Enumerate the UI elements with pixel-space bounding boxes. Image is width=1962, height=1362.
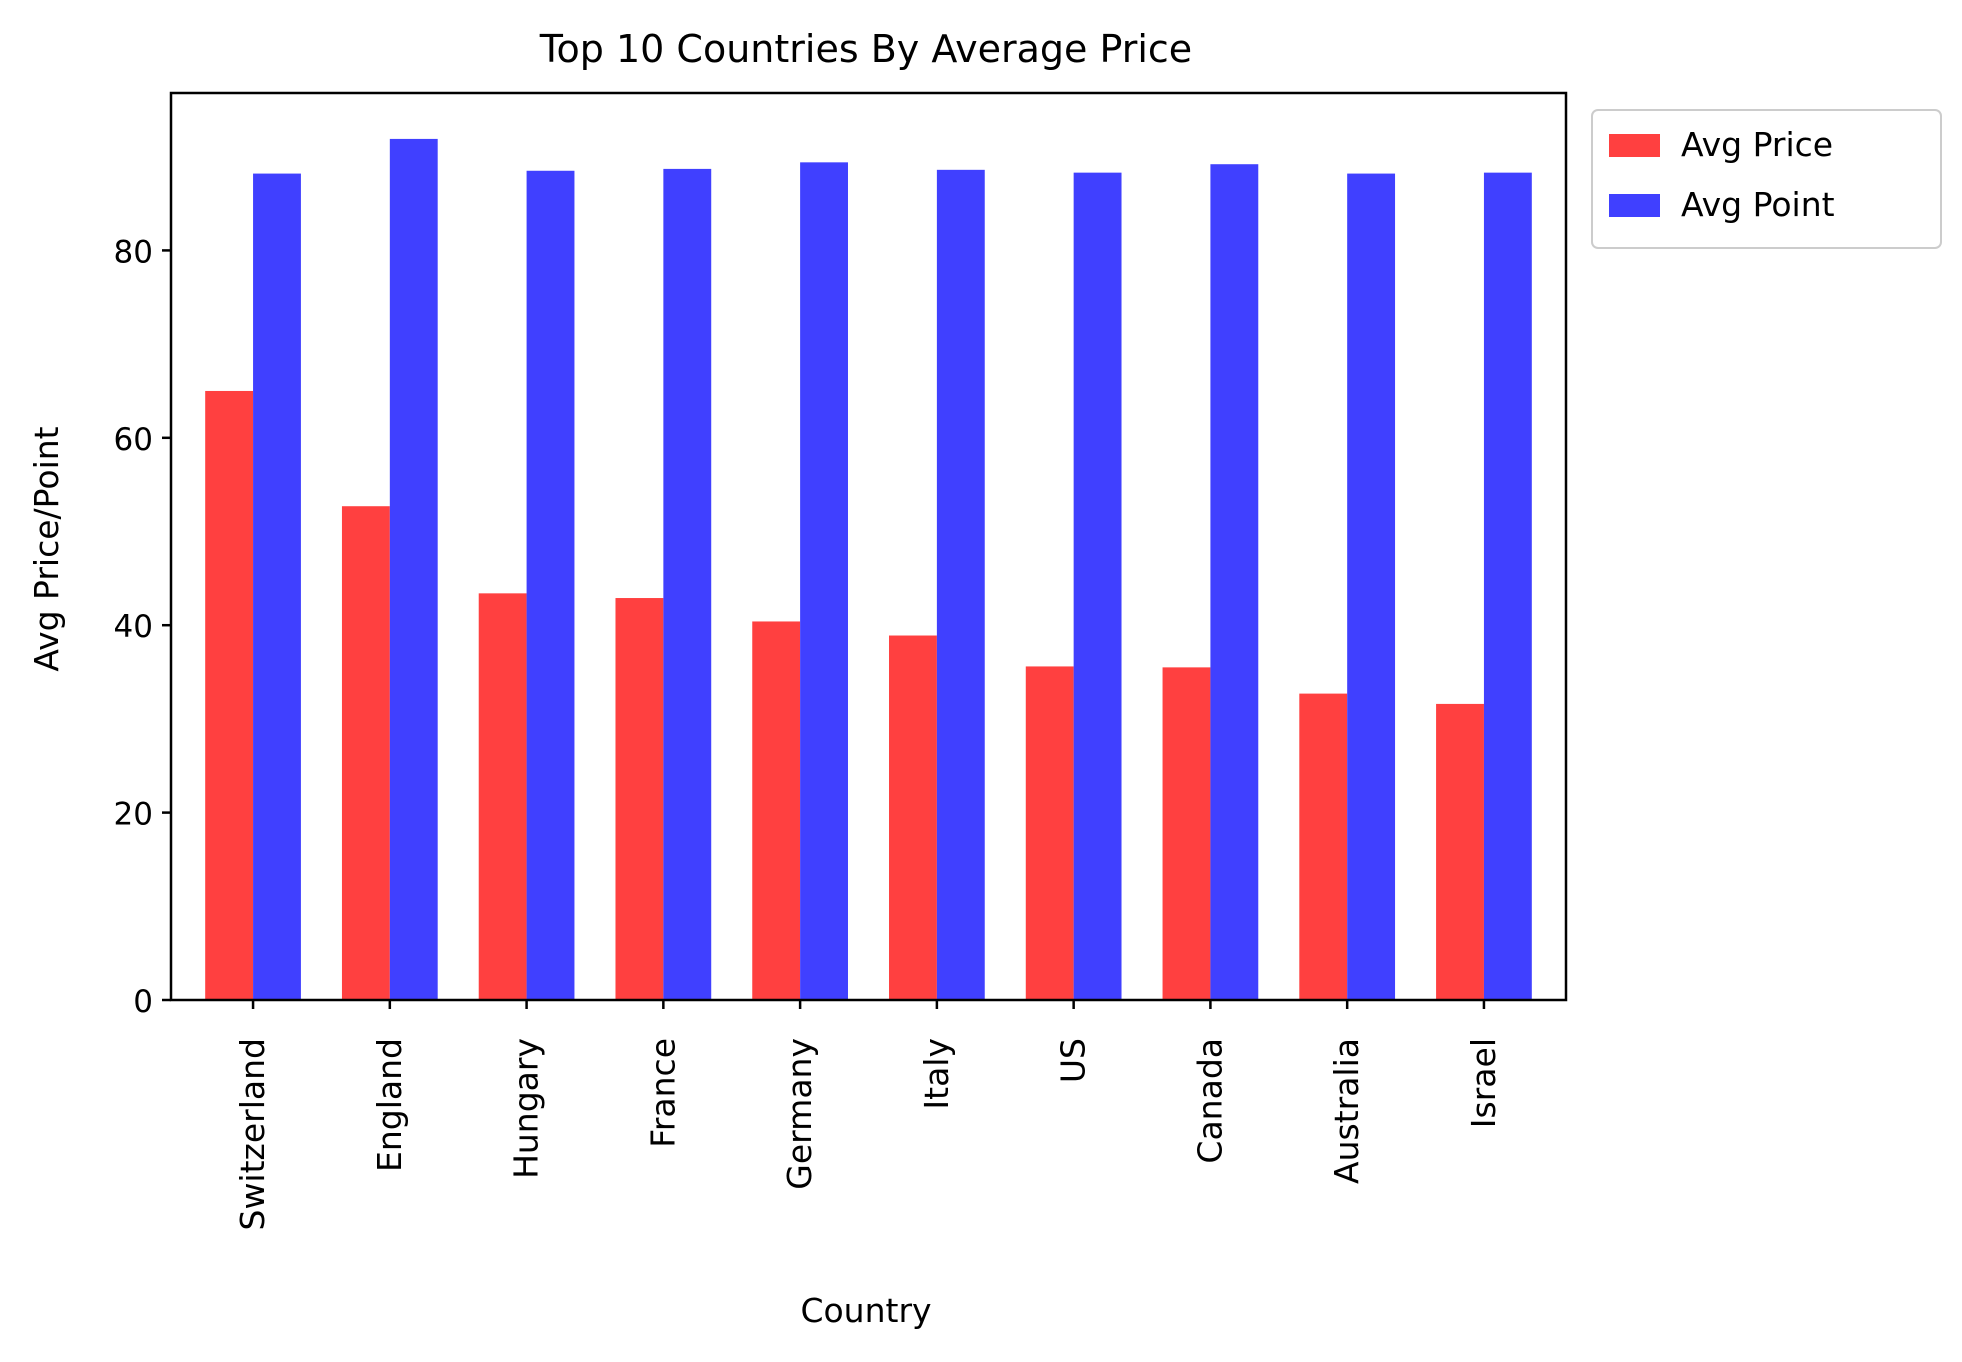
legend-label-avg-price: Avg Price <box>1681 125 1833 164</box>
x-tick-label: Italy <box>917 1038 956 1110</box>
x-tick-label: France <box>643 1038 682 1148</box>
y-tick-label: 80 <box>114 234 153 270</box>
y-tick-label: 20 <box>114 797 153 833</box>
bar-avg-point-australia <box>1347 173 1396 1001</box>
x-tick-label: US <box>1054 1038 1093 1083</box>
x-tick-label: Australia <box>1327 1038 1366 1184</box>
chart-title: Top 10 Countries By Average Price <box>539 27 1192 71</box>
bar-avg-price-australia <box>1299 693 1348 1000</box>
bar-avg-price-italy <box>889 635 937 1000</box>
x-axis-label: Country <box>800 1291 931 1330</box>
bar-avg-point-us <box>1073 172 1122 1000</box>
legend-box <box>1591 109 1942 249</box>
y-tick-label: 40 <box>114 609 153 645</box>
bar-avg-point-hungary <box>526 170 575 1000</box>
bar-avg-price-germany <box>752 621 801 1000</box>
bar-avg-point-france <box>663 168 712 1001</box>
bar-avg-point-switzerland <box>253 173 301 1001</box>
x-tick-label: Canada <box>1190 1038 1229 1164</box>
bar-avg-price-switzerland <box>205 390 254 1000</box>
bar-avg-point-england <box>389 138 438 1001</box>
y-axis-label: Avg Price/Point <box>27 426 66 671</box>
bar-avg-point-canada <box>1210 164 1259 1000</box>
bar-avg-price-england <box>341 506 390 1000</box>
x-tick-label: England <box>370 1038 409 1172</box>
legend-swatch-avg-price <box>1609 134 1660 157</box>
bar-avg-price-hungary <box>478 593 527 1000</box>
bar-avg-point-italy <box>936 169 985 1000</box>
y-tick-label: 60 <box>114 422 153 458</box>
legend: Avg Price Avg Point <box>1591 109 1942 249</box>
bar-avg-point-germany <box>800 162 848 1000</box>
x-tick-label: Hungary <box>507 1038 546 1179</box>
bar-avg-price-israel <box>1436 703 1484 1000</box>
bar-avg-point-israel <box>1483 172 1532 1000</box>
x-tick-label: Israel <box>1464 1038 1503 1128</box>
bar-avg-price-canada <box>1162 667 1211 1000</box>
legend-label-avg-point: Avg Point <box>1681 185 1835 224</box>
bar-avg-price-us <box>1025 666 1074 1000</box>
plot-frame <box>169 91 1568 1002</box>
x-tick-label: Germany <box>780 1038 819 1190</box>
bar-avg-price-france <box>615 598 664 1000</box>
x-tick-label: Switzerland <box>233 1038 272 1231</box>
y-tick-label: 0 <box>133 984 153 1020</box>
legend-swatch-avg-point <box>1609 194 1660 217</box>
